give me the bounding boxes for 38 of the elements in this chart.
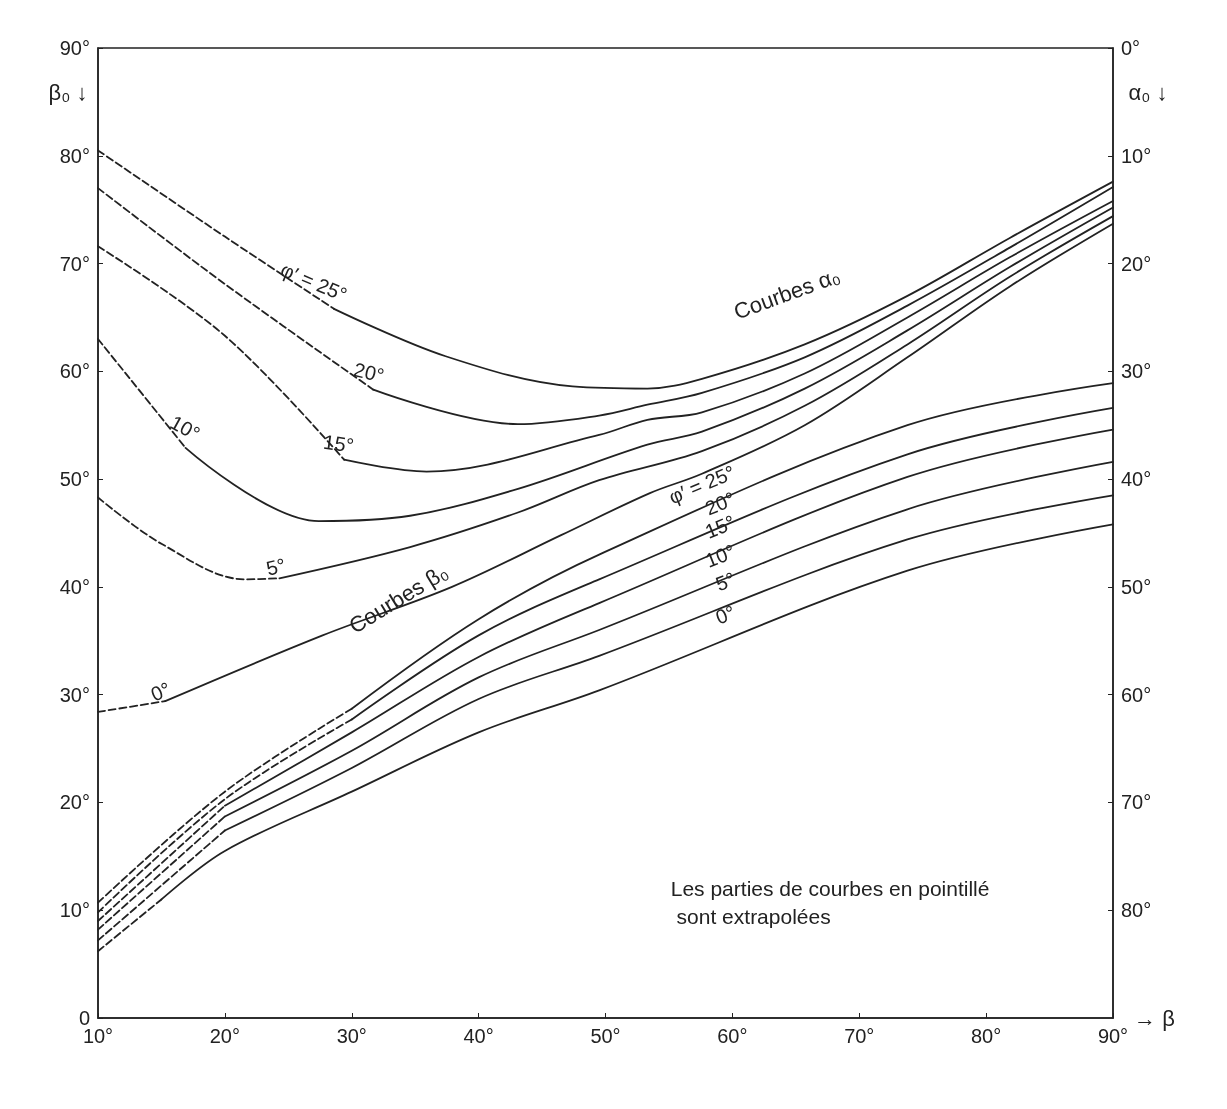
x-tick-label: 20° — [209, 1025, 240, 1047]
y-tick-label: 20° — [59, 791, 90, 814]
y-axis-title: β₀ ↓ — [48, 79, 88, 105]
y-tick-label: 30° — [59, 683, 90, 706]
y2-tick-label: 50° — [1121, 575, 1152, 598]
text: φ′ = 25° — [277, 258, 351, 306]
y2-tick-label: 30° — [1121, 360, 1152, 383]
y-tick-label: 40° — [59, 575, 90, 598]
x-axis-title: → β — [1134, 1005, 1175, 1031]
y-tick-label: 80° — [59, 144, 90, 167]
y-tick-label: 70° — [59, 252, 90, 275]
y-tick-label: 60° — [59, 360, 90, 383]
y2-tick-label: 70° — [1121, 791, 1152, 814]
y2-axis-title: α₀ ↓ — [1128, 79, 1168, 105]
x-tick-label: 50° — [590, 1025, 621, 1047]
text: 20° — [351, 358, 387, 387]
y-tick-label: 10° — [59, 899, 90, 922]
y2-tick-label: 80° — [1121, 899, 1152, 922]
text: 10° — [166, 410, 204, 445]
x-tick-label: 80° — [971, 1025, 1002, 1047]
y2-tick-label: 60° — [1121, 683, 1152, 706]
y-tick-label: 90° — [59, 37, 90, 59]
x-tick-label: 70° — [844, 1025, 875, 1047]
x-tick-label: 60° — [717, 1025, 748, 1047]
y2-tick-label: 10° — [1121, 144, 1152, 167]
annotation: Les parties de courbes en pointillé sont extrapolées — [670, 877, 990, 929]
annotation: Courbes α₀ — [730, 262, 844, 325]
x-tick-label: 90° — [1097, 1025, 1129, 1047]
y-tick-label: 50° — [59, 468, 90, 491]
x-tick-label: 40° — [463, 1025, 494, 1047]
text: 5° — [263, 553, 288, 580]
y2-tick-label: 40° — [1121, 468, 1152, 491]
x-tick-label: 30° — [336, 1025, 367, 1047]
text: 0° — [712, 600, 739, 629]
text: 0° — [147, 677, 174, 706]
y2-tick-label: 20° — [1121, 252, 1152, 275]
y2-tick-label: 0° — [1121, 37, 1141, 59]
text: 15° — [322, 430, 356, 457]
